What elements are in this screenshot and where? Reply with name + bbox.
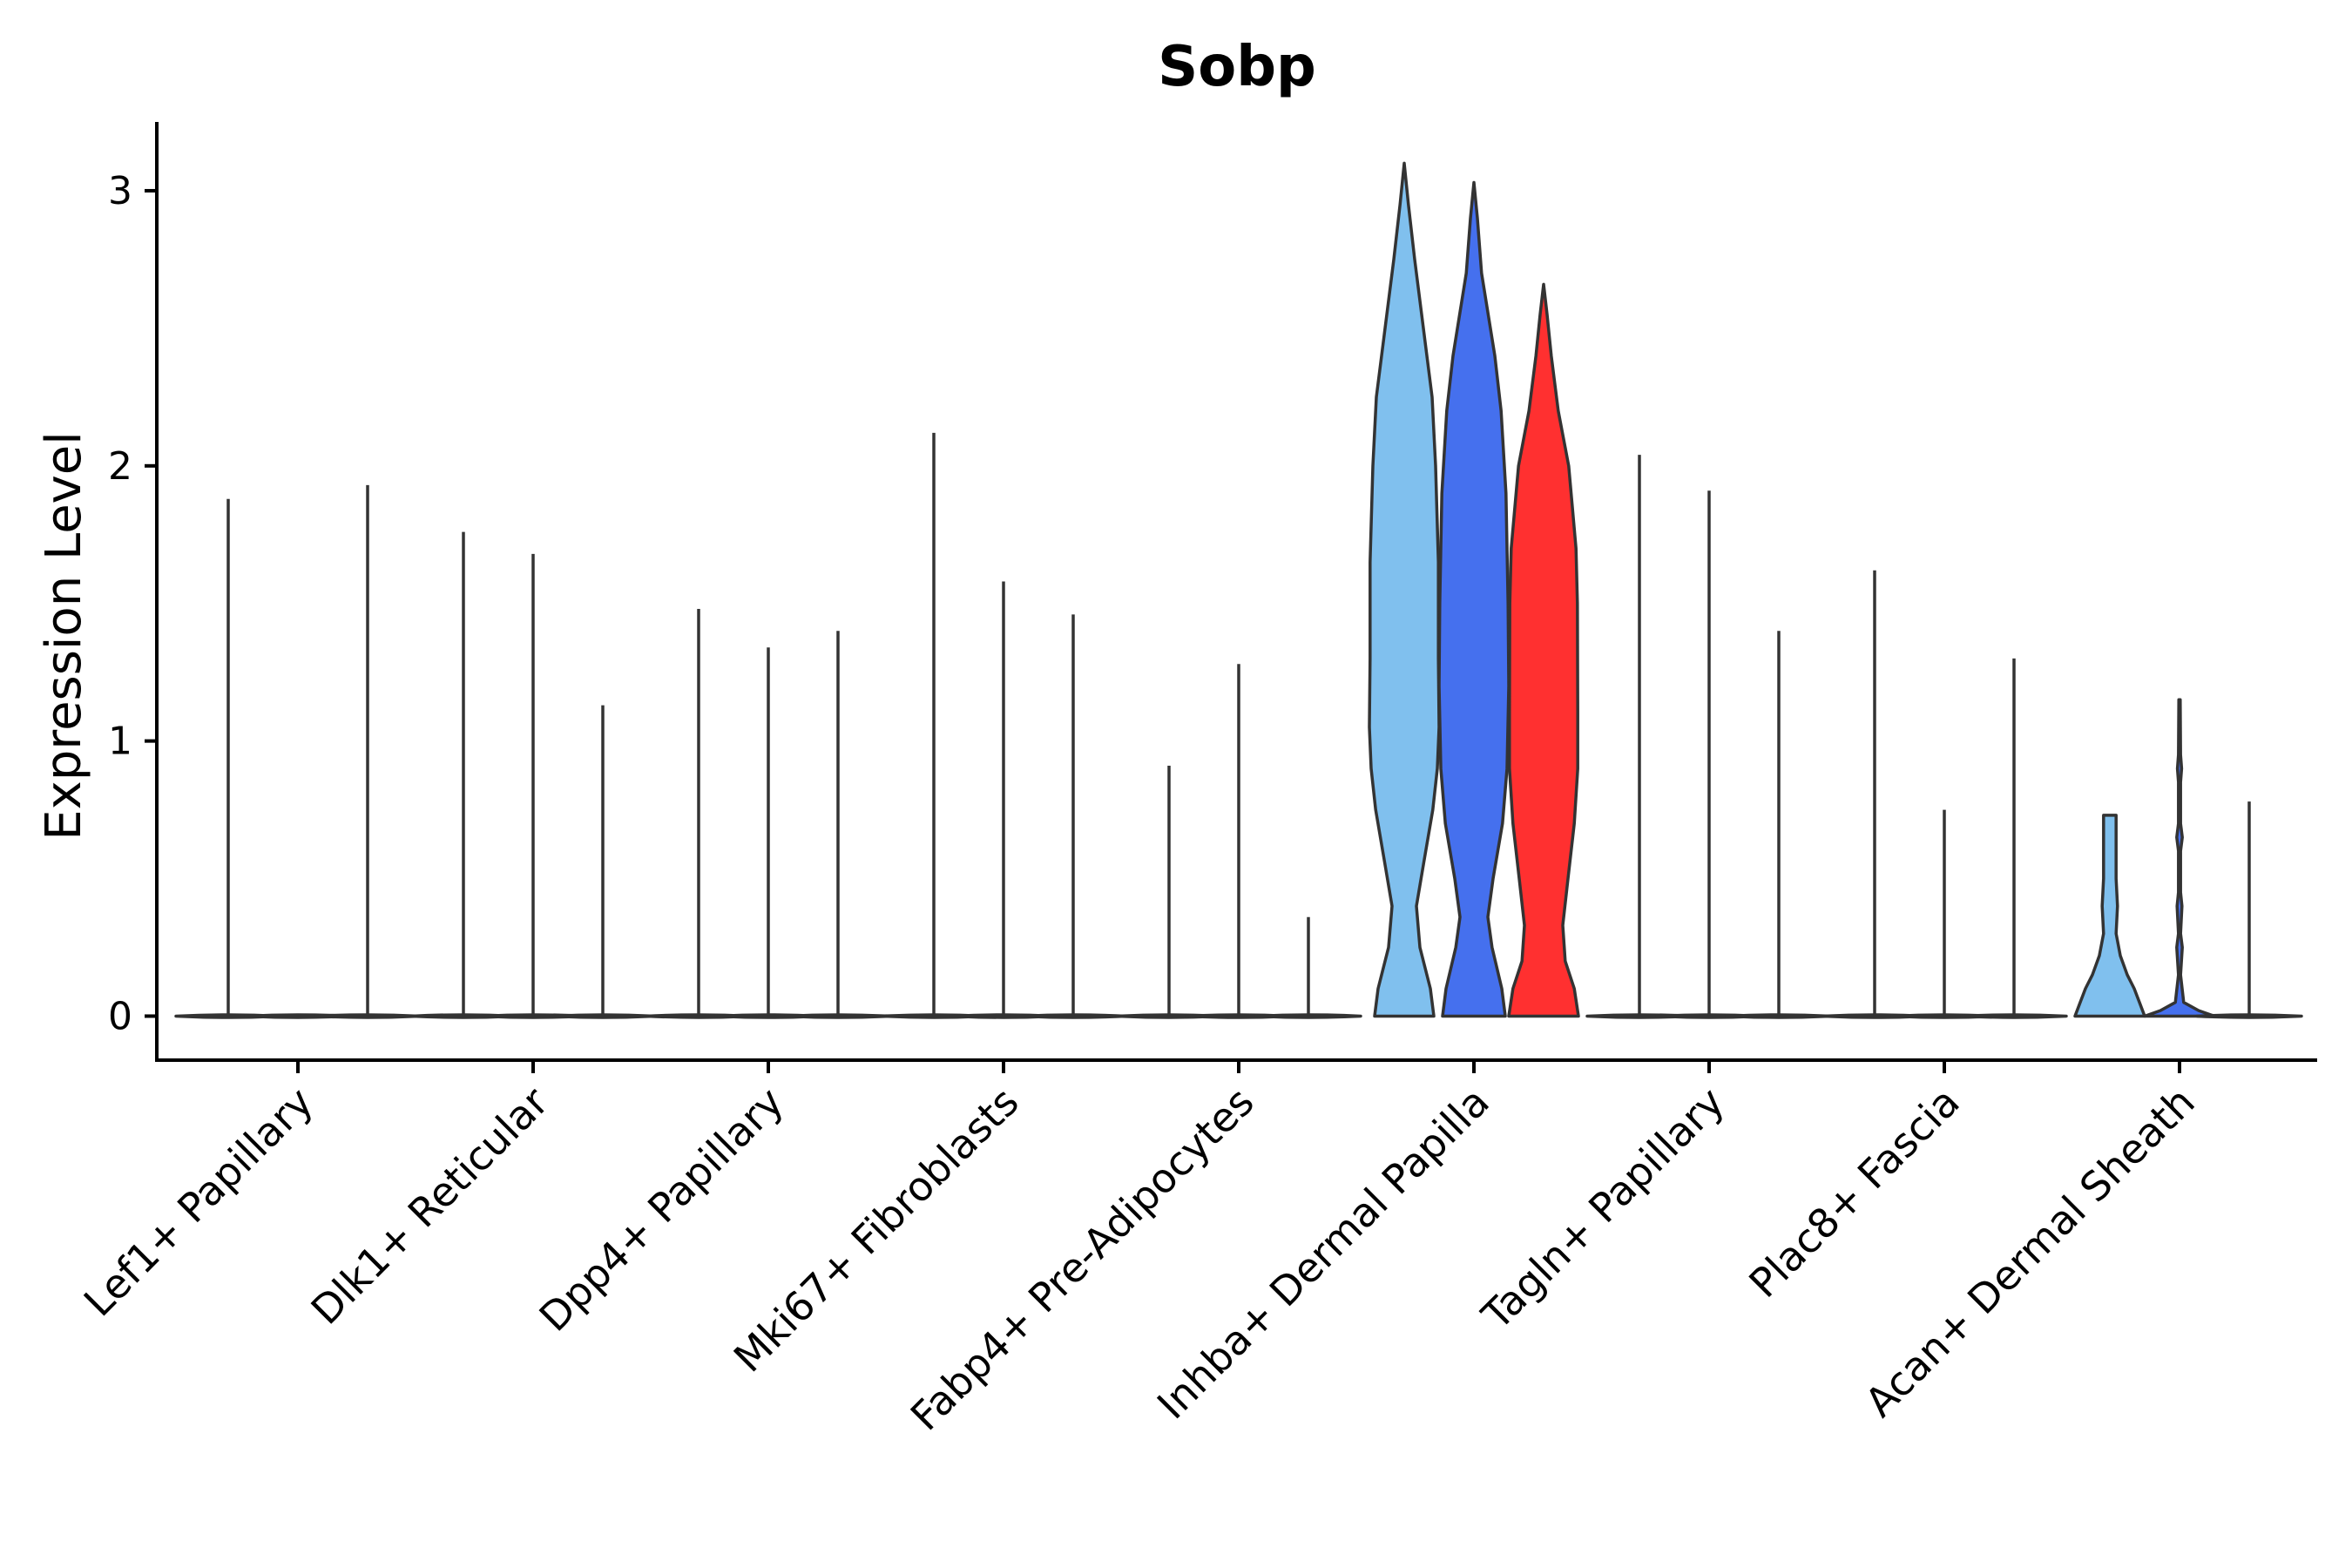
y-tick-label: 1 [108, 720, 132, 764]
violin-group3-base [1254, 1013, 1362, 1019]
violin-group1 [2073, 814, 2146, 1018]
y-tick-label: 3 [108, 169, 132, 213]
axes-layer [155, 122, 2317, 1062]
violin-group1 [1368, 161, 1441, 1018]
violin-group3-base [1960, 1013, 2068, 1019]
x-tick-label: Dpp4+ Papillary [531, 1078, 793, 1341]
violin-group2 [1437, 180, 1511, 1018]
x-tick-label: Tagln+ Papillary [1472, 1078, 1734, 1340]
violin-group3 [1507, 282, 1580, 1018]
violin-group2 [2143, 698, 2216, 1018]
violins-layer [174, 161, 2303, 1019]
x-tick-label: Plac8+ Fascia [1740, 1078, 1968, 1307]
x-tick-label: Lef1+ Papillary [75, 1078, 322, 1326]
y-ticks: 0 1 2 3 [108, 169, 157, 1038]
y-tick-label: 0 [108, 994, 132, 1038]
chart-title: Sobp [1158, 35, 1316, 99]
y-tick-label: 2 [108, 444, 132, 489]
y-axis-label: Expression Level [36, 431, 92, 841]
violin-group3-base [2195, 1013, 2303, 1019]
x-tick-label: Dlk1+ Reticular [302, 1078, 558, 1334]
